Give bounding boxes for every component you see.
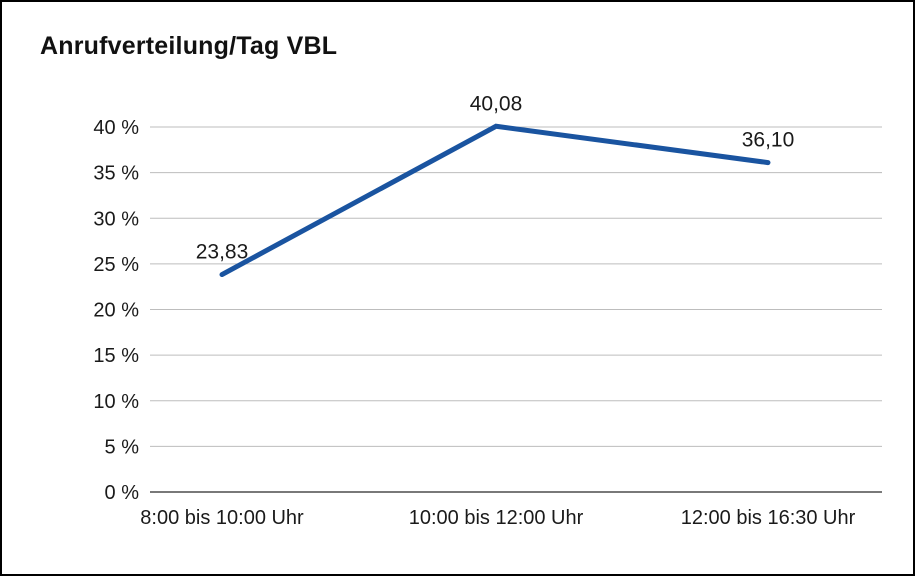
x-axis-label: 10:00 bis 12:00 Uhr	[409, 507, 584, 529]
y-axis-tick-label: 30 %	[93, 208, 139, 230]
y-axis-tick-label: 5 %	[105, 436, 140, 458]
y-axis-tick-label: 35 %	[93, 163, 139, 185]
x-axis-label: 8:00 bis 10:00 Uhr	[140, 507, 304, 529]
y-axis-tick-label: 0 %	[105, 482, 140, 504]
data-label: 36,10	[742, 129, 795, 152]
y-axis-tick-label: 40 %	[93, 117, 139, 139]
y-axis-tick-label: 25 %	[93, 254, 139, 276]
data-label: 23,83	[196, 241, 249, 264]
data-line	[219, 123, 771, 278]
chart-title: Anrufverteilung/Tag VBL	[40, 32, 338, 60]
y-axis-tick-label: 20 %	[93, 300, 139, 322]
x-axis-label: 12:00 bis 16:30 Uhr	[681, 507, 856, 529]
y-axis-tick-label: 15 %	[93, 345, 139, 367]
y-axis-tick-label: 10 %	[93, 391, 139, 413]
data-label: 40,08	[470, 92, 523, 115]
